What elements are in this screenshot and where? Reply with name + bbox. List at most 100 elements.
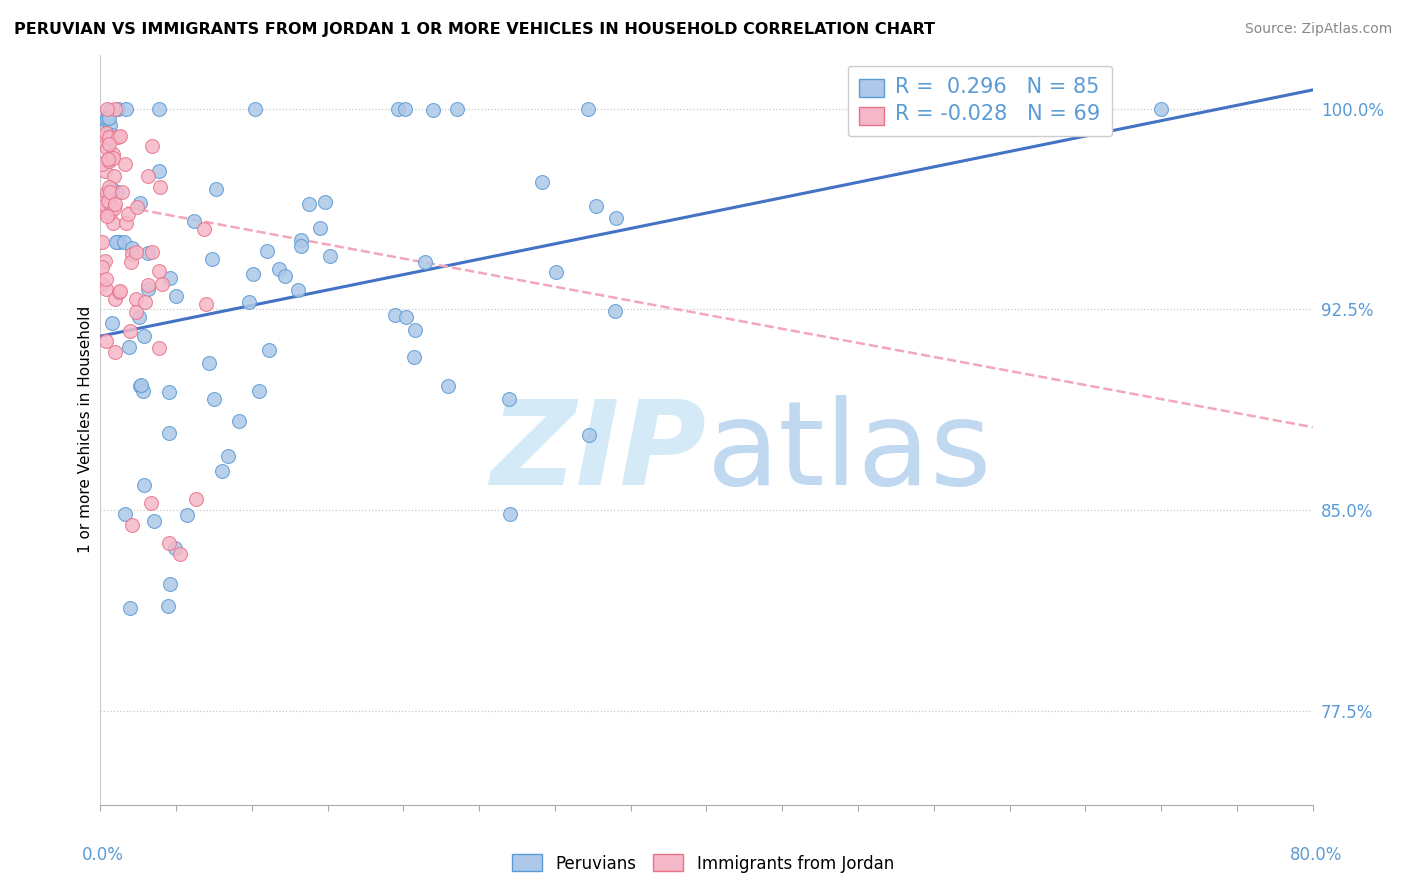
Point	[96, 102, 118, 116]
Point	[103, 202, 125, 216]
Legend: Peruvians, Immigrants from Jordan: Peruvians, Immigrants from Jordan	[506, 847, 900, 880]
Point	[205, 182, 228, 196]
Point	[242, 267, 264, 281]
Point	[184, 492, 207, 507]
Point	[202, 392, 225, 407]
Point	[530, 175, 553, 189]
Point	[578, 428, 600, 442]
Point	[103, 169, 125, 183]
Point	[157, 385, 180, 400]
Point	[136, 282, 159, 296]
Point	[91, 260, 114, 274]
Point	[159, 577, 181, 591]
Point	[98, 130, 121, 145]
Point	[605, 211, 627, 225]
Point	[112, 235, 135, 250]
Point	[128, 310, 150, 325]
Point	[98, 153, 121, 168]
Point	[138, 277, 160, 292]
Point	[97, 109, 120, 123]
Point	[132, 328, 155, 343]
Point	[1150, 102, 1173, 116]
Point	[97, 136, 120, 151]
Point	[97, 152, 120, 166]
Point	[290, 233, 312, 247]
Point	[94, 126, 117, 140]
Point	[107, 235, 129, 250]
Point	[290, 239, 312, 253]
Point	[129, 378, 152, 392]
Point	[120, 324, 142, 338]
Point	[201, 252, 224, 266]
Point	[104, 235, 127, 250]
Point	[114, 507, 136, 521]
Text: atlas: atlas	[706, 395, 991, 510]
Point	[148, 102, 170, 116]
Point	[108, 284, 131, 298]
Point	[139, 496, 162, 510]
Point	[98, 130, 121, 145]
Point	[98, 206, 121, 220]
Point	[118, 340, 141, 354]
Point	[127, 200, 149, 214]
Point	[108, 129, 131, 144]
Point	[157, 599, 180, 614]
Point	[96, 334, 118, 349]
Point	[165, 289, 187, 303]
Point	[159, 270, 181, 285]
Point	[98, 186, 121, 200]
Point	[94, 282, 117, 296]
Point	[157, 426, 180, 441]
Point	[132, 384, 155, 399]
Point	[98, 103, 121, 118]
Point	[94, 112, 117, 127]
Text: Source: ZipAtlas.com: Source: ZipAtlas.com	[1244, 22, 1392, 37]
Point	[585, 199, 607, 213]
Text: 0.0%: 0.0%	[82, 846, 124, 863]
Point	[157, 536, 180, 550]
Point	[94, 129, 117, 144]
Point	[105, 185, 128, 199]
Point	[437, 379, 460, 393]
Point	[96, 141, 118, 155]
Point	[269, 261, 291, 276]
Point	[114, 102, 136, 116]
Point	[120, 254, 142, 268]
Point	[118, 601, 141, 615]
Point	[94, 123, 117, 137]
Point	[247, 384, 270, 399]
Point	[498, 392, 520, 407]
Point	[97, 180, 120, 194]
Point	[141, 138, 163, 153]
Point	[136, 246, 159, 260]
Point	[96, 210, 118, 224]
Point	[101, 216, 124, 230]
Point	[287, 283, 309, 297]
Point	[499, 507, 522, 521]
Point	[93, 198, 115, 212]
Point	[143, 514, 166, 528]
Y-axis label: 1 or more Vehicles in Household: 1 or more Vehicles in Household	[79, 306, 93, 553]
Point	[124, 245, 146, 260]
Point	[104, 102, 127, 116]
Point	[90, 196, 112, 211]
Point	[150, 277, 173, 292]
Point	[395, 310, 418, 324]
Point	[121, 247, 143, 261]
Point	[274, 269, 297, 284]
Point	[394, 102, 416, 116]
Point	[91, 277, 114, 291]
Point	[228, 414, 250, 428]
Point	[446, 102, 468, 116]
Point	[183, 214, 205, 228]
Point	[402, 350, 425, 364]
Point	[103, 147, 125, 161]
Point	[104, 344, 127, 359]
Point	[105, 235, 128, 250]
Point	[576, 102, 599, 116]
Point	[121, 517, 143, 532]
Point	[404, 323, 426, 337]
Point	[128, 379, 150, 393]
Point	[125, 293, 148, 307]
Point	[314, 194, 336, 209]
